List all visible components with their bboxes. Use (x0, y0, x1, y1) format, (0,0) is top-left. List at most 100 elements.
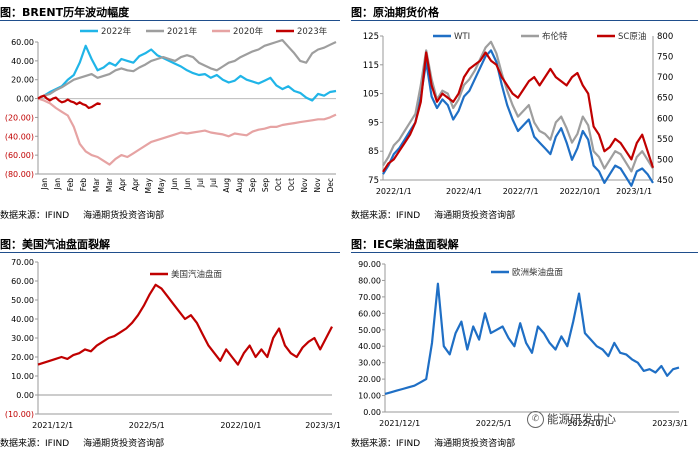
x-tick-label: 2022/10/1 (560, 187, 601, 196)
chart-panel-us-gasoline: 图：美国汽油盘面裂解 (10.00) 0.00 10.00 20.00 30.00 40.… (0, 230, 340, 453)
y-tick-label: 30.00 (11, 334, 34, 343)
legend-label: 美国汽油盘面 (171, 269, 223, 280)
y-tick-label: (60.00) (5, 151, 34, 160)
chart-panel-crude-futures: 图：原油期货价格 75 85 95 105 115 125 450 500 550 600 650 7… (351, 0, 698, 222)
legend-label: SC原油 (618, 31, 646, 42)
y-tick-label: (40.00) (5, 132, 34, 141)
x-tick-label: 2022/5/1 (129, 421, 165, 430)
chart-panel-iec-diesel: 图：IEC柴油盘面裂解 0.00 10.00 20.00 30.00 40.00 50.0… (351, 230, 698, 453)
y-tick-label: 115 (363, 61, 379, 71)
y-tick-label: (20.00) (5, 113, 34, 122)
y-tick-label: 10.00 (358, 392, 381, 401)
y-tick-label: 105 (363, 90, 379, 100)
x-tick-label: 2022/4/1 (446, 187, 482, 196)
title-divider (0, 252, 340, 253)
y-right-tick-label: 500 (657, 155, 673, 165)
x-tick-label: Feb (79, 178, 88, 192)
x-tick-label: Mar (105, 177, 114, 192)
y-tick-label: 30.00 (358, 359, 381, 368)
x-tick-label: 2023/1/1 (616, 187, 652, 196)
wechat-icon: ✆ (527, 411, 544, 428)
series-line-1 (37, 39, 337, 100)
y-tick-label: 20.00 (11, 353, 34, 362)
y-tick-label: 10.00 (11, 372, 34, 381)
y-tick-label: 20.00 (358, 375, 381, 384)
series-line-0 (384, 282, 680, 395)
x-tick-label: Aug (222, 178, 231, 193)
y-tick-label: 50.00 (11, 296, 34, 305)
chart-title: 图：美国汽油盘面裂解 (0, 238, 110, 251)
x-tick-label: Jul (209, 178, 218, 188)
title-divider (351, 20, 698, 21)
chart-iec-diesel-crack: 0.00 10.00 20.00 30.00 40.00 50.00 60.00 70.00 8… (358, 260, 688, 428)
source-org: 海通期货投资咨询部 (83, 439, 165, 449)
x-tick-label: 2023/3/1 (305, 421, 340, 430)
x-tick-label: Dec (326, 178, 335, 193)
y-tick-label: 0.00 (16, 95, 34, 104)
legend-label: 2021年 (167, 26, 198, 37)
y-tick-label: 95 (368, 118, 379, 128)
x-tick-label: Apr (118, 177, 127, 191)
y-right-tick-label: 600 (657, 114, 673, 124)
title-divider (0, 20, 340, 21)
watermark: ✆ 能源研发中心 (527, 411, 616, 428)
legend-label: 2020年 (233, 26, 264, 37)
x-tick-label: 2023/3/1 (652, 419, 688, 428)
x-tick-label: Nov (313, 177, 322, 192)
source-text: 数据来源：IFIND (0, 439, 70, 449)
legend-label: 2022年 (101, 26, 132, 37)
source-org: 海通期货投资咨询部 (434, 439, 516, 449)
chart-crude-futures: 75 85 95 105 115 125 450 500 550 600 650 700 750 800 2… (363, 31, 673, 196)
y-right-tick-label: 800 (657, 32, 673, 42)
chart-title: 图：BRENT历年波动幅度 (0, 6, 130, 19)
x-tick-label: May (157, 177, 166, 193)
x-tick-label: Jan (53, 178, 62, 191)
y-tick-label: (10.00) (5, 410, 34, 419)
series-line-2 (382, 51, 655, 173)
y-right-tick-label: 550 (657, 135, 673, 145)
chart-brent-volatility: (80.00) (60.00) (40.00) (20.00) 0.00 20.00 40.… (5, 26, 337, 194)
y-tick-label: 60.00 (11, 38, 34, 47)
x-tick-label: May (144, 177, 153, 193)
source-text: 数据来源：IFIND (351, 211, 421, 221)
y-tick-label: 40.00 (11, 315, 34, 324)
legend-label: WTI (454, 32, 470, 42)
y-tick-label: 125 (363, 32, 379, 42)
series-line-0 (382, 49, 654, 187)
x-tick-label: 2022/1/1 (376, 187, 412, 196)
x-tick-label: Sep (248, 178, 257, 192)
y-tick-label: 75 (368, 176, 379, 186)
x-tick-label: Oct (287, 178, 296, 191)
y-right-tick-label: 700 (657, 73, 673, 83)
legend-label: 欧洲柴油盘面 (512, 267, 564, 278)
chart-title: 图：IEC柴油盘面裂解 (351, 238, 459, 251)
x-tick-label: Jun (183, 178, 192, 191)
x-tick-label: Nov (300, 177, 309, 192)
y-tick-label: 0.00 (16, 391, 34, 400)
x-tick-label: Sep (261, 178, 270, 192)
x-tick-label: 2022/7/1 (503, 187, 539, 196)
y-tick-label: 90.00 (358, 260, 381, 269)
x-tick-label: Jun (170, 178, 179, 191)
y-tick-label: 85 (368, 147, 379, 157)
x-tick-label: Aug (235, 178, 244, 193)
y-right-tick-label: 450 (657, 176, 673, 186)
x-tick-label: 2021/12/1 (32, 421, 73, 430)
y-tick-label: 40.00 (358, 342, 381, 351)
legend-label: 布伦特 (542, 31, 568, 42)
source-org: 海通期货投资咨询部 (434, 211, 516, 221)
x-tick-label: 2021/12/1 (379, 419, 420, 428)
y-right-tick-label: 750 (657, 53, 673, 63)
series-line-0 (37, 44, 337, 102)
x-tick-label: Oct (274, 178, 283, 191)
series-line-3 (37, 94, 101, 110)
chart-title: 图：原油期货价格 (351, 6, 439, 19)
y-tick-label: 20.00 (11, 76, 34, 85)
source-line: 数据来源：IFIND 海通期货投资咨询部 (0, 436, 164, 449)
source-org: 海通期货投资咨询部 (83, 211, 165, 221)
source-line: 数据来源：IFIND 海通期货投资咨询部 (351, 208, 515, 221)
series-line-1 (382, 40, 654, 173)
source-text: 数据来源：IFIND (0, 211, 70, 221)
source-line: 数据来源：IFIND 海通期货投资咨询部 (351, 436, 515, 449)
y-tick-label: 70.00 (11, 258, 34, 267)
